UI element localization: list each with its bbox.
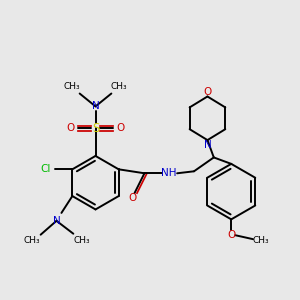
Text: S: S: [92, 122, 99, 135]
Text: CH₃: CH₃: [63, 82, 80, 91]
Text: CH₃: CH₃: [23, 236, 40, 245]
Text: N: N: [92, 101, 99, 111]
Text: N: N: [204, 140, 211, 150]
Text: CH₃: CH₃: [74, 236, 91, 245]
Text: CH₃: CH₃: [253, 236, 269, 245]
Text: O: O: [67, 123, 75, 133]
Text: NH: NH: [161, 168, 177, 178]
Text: N: N: [52, 216, 60, 226]
Text: CH₃: CH₃: [111, 82, 128, 91]
Text: Cl: Cl: [40, 164, 51, 174]
Text: O: O: [116, 123, 124, 133]
Text: O: O: [227, 230, 236, 240]
Text: O: O: [203, 86, 211, 97]
Text: O: O: [128, 193, 137, 203]
